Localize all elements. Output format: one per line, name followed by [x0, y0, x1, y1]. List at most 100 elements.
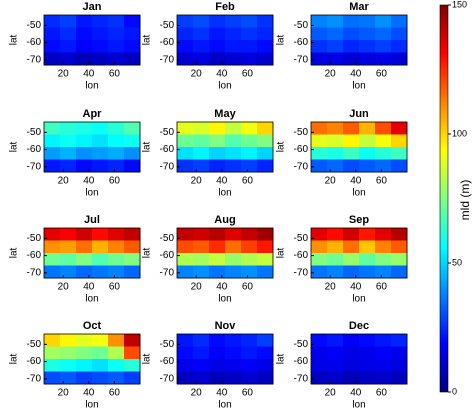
- heatmap-cell: [327, 265, 344, 279]
- heatmap-cell: [257, 27, 274, 41]
- heatmap-cell: [359, 147, 376, 160]
- heatmap-cell: [92, 265, 109, 279]
- x-tick-label: 40: [216, 282, 228, 293]
- heatmap-cell: [108, 159, 125, 173]
- heatmap-cell: [257, 52, 274, 66]
- y-tick-label: -70: [294, 161, 309, 172]
- heatmap-cell: [359, 334, 376, 347]
- x-tick-label: 40: [350, 388, 362, 399]
- heatmap-cell: [391, 253, 408, 266]
- heatmap-cell: [76, 359, 93, 372]
- heatmap-cell: [327, 122, 344, 135]
- heatmap-cell: [359, 228, 376, 241]
- heatmap-cell: [44, 27, 61, 41]
- heatmap-cell: [44, 334, 61, 347]
- heatmap-cell: [92, 52, 109, 66]
- heatmap-cell: [257, 265, 274, 279]
- heatmap-cell: [343, 122, 360, 135]
- x-tick-label: 60: [109, 282, 121, 293]
- heatmap-cell: [311, 27, 328, 41]
- heatmap-cell: [60, 371, 77, 385]
- panel-frame: [310, 14, 408, 66]
- heatmap-cell: [209, 52, 226, 66]
- heatmap-cell: [359, 27, 376, 41]
- heatmap-cell: [60, 240, 77, 254]
- x-axis-label: lon: [352, 294, 365, 305]
- x-axis-label: lon: [85, 400, 98, 409]
- heatmap-cell: [311, 371, 328, 385]
- heatmap-cell: [76, 147, 93, 160]
- panel-frame: [176, 333, 274, 385]
- heatmap-cell: [343, 52, 360, 66]
- heatmap-cell: [327, 134, 344, 148]
- heatmap-cell: [391, 228, 408, 241]
- heatmap-cell: [44, 240, 61, 254]
- heatmap-cell: [193, 253, 210, 266]
- x-tick-label: 60: [376, 176, 388, 187]
- heatmap-cell: [108, 15, 125, 28]
- heatmap-cell: [193, 122, 210, 135]
- x-tick-label: 20: [191, 388, 203, 399]
- heatmap-cell: [124, 359, 141, 372]
- y-tick-label: -60: [294, 37, 309, 48]
- heatmap-cell: [60, 359, 77, 372]
- heatmap-cell: [225, 334, 242, 347]
- heatmap-cell: [193, 134, 210, 148]
- heatmap-cell: [359, 159, 376, 173]
- y-axis-label: lat: [9, 353, 20, 364]
- heatmap-cell: [193, 27, 210, 41]
- heatmap-cell: [124, 346, 141, 360]
- x-axis-label: lon: [218, 188, 231, 199]
- heatmap-cell: [257, 253, 274, 266]
- heatmap-cell: [44, 52, 61, 66]
- heatmap-cell: [60, 253, 77, 266]
- heatmap-cell: [375, 346, 392, 360]
- heatmap-cell: [76, 265, 93, 279]
- heatmap-cell: [124, 159, 141, 173]
- panel-title: Oct: [83, 320, 102, 332]
- heatmap-cell: [225, 52, 242, 66]
- heatmap-cell: [241, 27, 258, 41]
- y-tick-label: -50: [294, 339, 309, 350]
- heatmap-cell: [177, 40, 194, 53]
- heatmap-cell: [375, 52, 392, 66]
- heatmap-cell: [257, 228, 274, 241]
- heatmap-cell: [225, 159, 242, 173]
- heatmap-cell: [92, 40, 109, 53]
- heatmap-cell: [44, 371, 61, 385]
- heatmap-cell: [124, 228, 141, 241]
- heatmap-cell: [225, 253, 242, 266]
- colorbar-label: mld (m): [458, 180, 472, 221]
- heatmap-cell: [359, 122, 376, 135]
- heatmap-cell: [44, 359, 61, 372]
- x-tick-label: 20: [325, 176, 337, 187]
- heatmap-cell: [209, 40, 226, 53]
- heatmap-cell: [76, 122, 93, 135]
- heatmap-cell: [193, 147, 210, 160]
- panel-title: Apr: [83, 108, 103, 120]
- heatmap-cell: [391, 334, 408, 347]
- x-tick-label: 20: [191, 282, 203, 293]
- heatmap-cell: [257, 40, 274, 53]
- x-axis-label: lon: [85, 294, 98, 305]
- heatmap-cell: [60, 15, 77, 28]
- heatmap-cell: [60, 265, 77, 279]
- heatmap-cell: [241, 371, 258, 385]
- heatmap-cell: [375, 334, 392, 347]
- x-axis-label: lon: [85, 81, 98, 92]
- y-axis-label: lat: [142, 353, 153, 364]
- heatmap-cell: [375, 265, 392, 279]
- heatmap-cell: [311, 159, 328, 173]
- x-tick-label: 20: [191, 176, 203, 187]
- heatmap-cell: [209, 240, 226, 254]
- heatmap-cell: [241, 15, 258, 28]
- heatmap-cell: [391, 147, 408, 160]
- heatmap-cell: [76, 40, 93, 53]
- y-tick-label: -70: [160, 54, 175, 65]
- heatmap-cell: [92, 159, 109, 173]
- heatmap-cell: [209, 122, 226, 135]
- heatmap-cell: [177, 334, 194, 347]
- heatmap-cell: [108, 134, 125, 148]
- heatmap-cell: [311, 134, 328, 148]
- heatmap-cell: [177, 346, 194, 360]
